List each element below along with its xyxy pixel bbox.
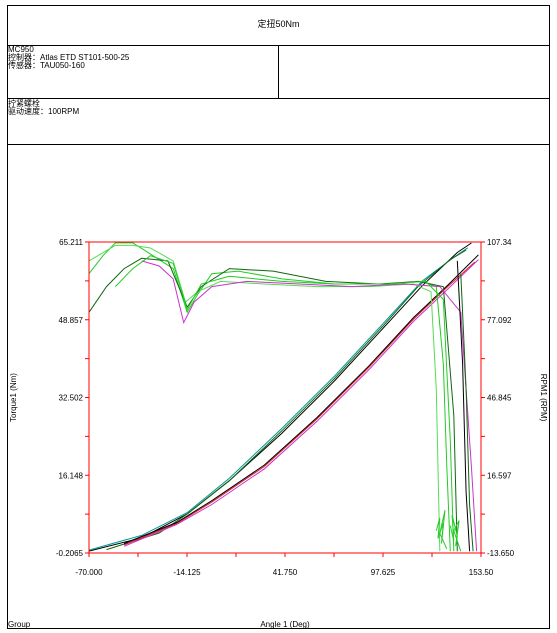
- y2-tick-label: -13.650: [487, 549, 515, 558]
- drive-speed-label: 驱动速度：100RPM: [8, 107, 80, 116]
- y-axis-label: Torque1 (Nm): [9, 373, 18, 422]
- model-label: MC950: [8, 45, 34, 54]
- x-tick-label: 97.625: [371, 568, 396, 577]
- rpm-series-line: [114, 255, 455, 552]
- info-divider: [7, 98, 550, 99]
- labels-layer: -70.000 -14.125 41.750 97.625 153.50 -0.2065 1…: [9, 238, 548, 629]
- rpm-series-line: [88, 244, 441, 552]
- axes-layer: [85, 241, 485, 557]
- rpm-series-line: [460, 273, 474, 552]
- rpm-series-line: [88, 257, 458, 552]
- footer-divider: [7, 628, 550, 629]
- rpm-series-line: [456, 260, 471, 552]
- rpm-series-line: [88, 242, 451, 552]
- torque-series-line: [123, 261, 476, 546]
- x-tick-label: 153.50: [469, 568, 494, 577]
- sensor-label: 传感器：TAU050-160: [8, 61, 85, 70]
- operation-label: 拧紧螺栓: [8, 99, 40, 108]
- y2-tick-label: 16.597: [487, 471, 512, 480]
- info-cell-divider: [278, 45, 279, 98]
- y-tick-label: 48.857: [59, 316, 84, 325]
- y-tick-label: 32.502: [59, 394, 84, 403]
- y-tick-label: -0.2065: [56, 549, 84, 558]
- y2-tick-label: 46.845: [487, 394, 512, 403]
- y2-tick-label: 77.092: [487, 316, 512, 325]
- y2-tick-label: 107.34: [487, 238, 512, 247]
- report-title: 定扭50Nm: [257, 18, 300, 29]
- x-tick-label: -70.000: [75, 568, 103, 577]
- group-label: Group: [8, 620, 31, 629]
- torque-series-line: [88, 242, 472, 552]
- x-tick-label: 41.750: [273, 568, 298, 577]
- torque-series-line: [106, 249, 467, 551]
- y-tick-label: 65.211: [59, 238, 83, 247]
- y2-axis-label: RPM1 (RPM): [539, 374, 548, 422]
- plot-frame: [88, 241, 482, 554]
- torque-series-line: [88, 247, 469, 551]
- series-layer: [88, 242, 479, 552]
- torque-series-line: [123, 254, 479, 544]
- x-axis-label: Angle 1 (Deg): [260, 620, 310, 629]
- x-tick-label: -14.125: [173, 568, 201, 577]
- rpm-series-line: [141, 260, 478, 552]
- controller-label: 控制器：Atlas ETD ST101-500-25: [8, 53, 130, 62]
- rpm-noise-cluster: [449, 515, 462, 552]
- torque-series-line: [123, 259, 479, 547]
- spec-divider: [7, 144, 550, 145]
- y-tick-label: 16.148: [59, 471, 84, 480]
- rpm-noise-cluster: [435, 510, 448, 550]
